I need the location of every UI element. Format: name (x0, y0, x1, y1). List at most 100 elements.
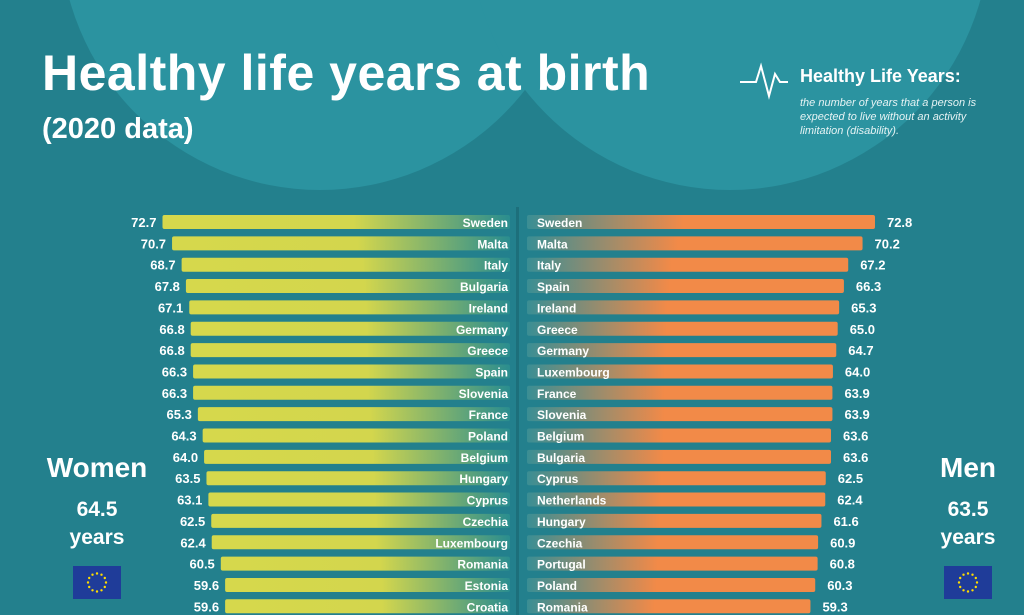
men-value-label: 64.7 (848, 343, 873, 358)
page-title: Healthy life years at birth (42, 45, 651, 101)
men-bar (527, 300, 840, 315)
women-value-label: 60.5 (189, 557, 214, 572)
women-country-label: Cyprus (467, 494, 509, 508)
men-country-label: Greece (537, 323, 578, 337)
men-value-label: 63.6 (843, 429, 868, 444)
men-country-label: Luxembourg (537, 365, 610, 379)
women-value-label: 59.6 (194, 599, 219, 614)
women-country-label: Czechia (463, 515, 509, 529)
women-value-label: 66.3 (162, 386, 187, 401)
men-value-label: 63.6 (843, 450, 868, 465)
men-value-label: 59.3 (822, 599, 847, 614)
men-country-label: Cyprus (537, 472, 579, 486)
women-label: Women (46, 452, 148, 483)
men-country-label: Malta (537, 237, 568, 251)
men-bar (527, 257, 849, 272)
eu-flag-icon (73, 566, 121, 599)
women-value-label: 72.7 (131, 215, 156, 230)
men-country-label: Czechia (537, 536, 583, 550)
men-bar (527, 535, 819, 550)
legend-title: Healthy Life Years: (800, 66, 961, 86)
women-value-label: 67.8 (155, 279, 180, 294)
women-bar (225, 599, 510, 614)
women-bar (172, 236, 510, 251)
women-bar (202, 428, 510, 443)
men-value-label: 66.3 (856, 279, 881, 294)
men-bar (527, 215, 875, 229)
men-value-label: 72.8 (887, 215, 912, 230)
women-country-label: Spain (475, 365, 508, 379)
men-unit: years (940, 526, 996, 549)
women-country-label: Ireland (469, 301, 508, 315)
men-bar (527, 599, 811, 614)
men-bar (527, 449, 832, 464)
men-bar (527, 236, 863, 251)
men-value-label: 63.9 (844, 386, 869, 401)
women-country-label: Bulgaria (460, 280, 508, 294)
women-country-label: Slovenia (459, 387, 509, 401)
men-country-label: Spain (537, 280, 570, 294)
men-bar (527, 428, 832, 443)
page-subtitle: (2020 data) (42, 113, 194, 145)
chart-divider (516, 207, 519, 615)
women-bar (189, 300, 510, 315)
women-country-label: Germany (456, 323, 508, 337)
men-value-label: 67.2 (860, 258, 885, 273)
women-value-label: 64.3 (171, 429, 196, 444)
women-country-label: Croatia (467, 600, 509, 614)
women-country-label: Sweden (463, 216, 508, 230)
men-value-label: 60.8 (830, 557, 855, 572)
women-country-label: Hungary (459, 472, 508, 486)
women-bar (190, 321, 511, 336)
women-value-label: 59.6 (194, 578, 219, 593)
women-bar (162, 215, 510, 229)
women-average: 64.5 (76, 498, 118, 521)
women-value-label: 66.8 (159, 343, 184, 358)
heartbeat-line-icon (740, 62, 788, 100)
men-value-label: 64.0 (845, 364, 870, 379)
women-bar (204, 449, 510, 464)
women-country-label: Romania (457, 558, 508, 572)
women-value-label: 63.1 (177, 493, 202, 508)
men-value-label: 61.6 (833, 514, 858, 529)
men-bar (527, 407, 833, 422)
men-bar (527, 556, 818, 571)
men-country-label: Portugal (537, 558, 586, 572)
women-bar (185, 279, 510, 294)
men-country-label: Sweden (537, 216, 582, 230)
men-country-label: Netherlands (537, 494, 607, 508)
women-bar (211, 513, 510, 528)
men-bar (527, 343, 837, 358)
men-value-label: 65.0 (850, 322, 875, 337)
men-country-label: Hungary (537, 515, 586, 529)
legend-text: the number of years that a person is exp… (800, 97, 977, 137)
women-summary: Women 64.5 years (27, 452, 167, 599)
women-value-label: 65.3 (167, 407, 192, 422)
women-bar (197, 407, 510, 422)
women-bar (193, 385, 510, 400)
women-value-label: 70.7 (141, 236, 166, 251)
men-label: Men (940, 452, 996, 483)
men-value-label: 62.4 (837, 493, 863, 508)
women-bar (220, 556, 510, 571)
women-bar (225, 577, 510, 592)
men-bar (527, 513, 822, 528)
women-bar (193, 364, 510, 379)
men-bar (527, 577, 816, 592)
men-average: 63.5 (947, 498, 989, 521)
men-value-label: 65.3 (851, 300, 876, 315)
women-country-label: Luxembourg (435, 536, 508, 550)
men-value-label: 60.9 (830, 535, 855, 550)
men-value-label: 63.9 (844, 407, 869, 422)
men-country-label: Italy (537, 259, 561, 273)
women-value-label: 63.5 (175, 471, 200, 486)
women-country-label: France (469, 408, 509, 422)
men-value-label: 62.5 (838, 471, 863, 486)
men-bar (527, 364, 833, 379)
men-value-label: 70.2 (875, 236, 900, 251)
women-bar (208, 492, 510, 507)
men-country-label: Germany (537, 344, 589, 358)
men-bar (527, 279, 844, 294)
women-country-label: Poland (468, 430, 508, 444)
